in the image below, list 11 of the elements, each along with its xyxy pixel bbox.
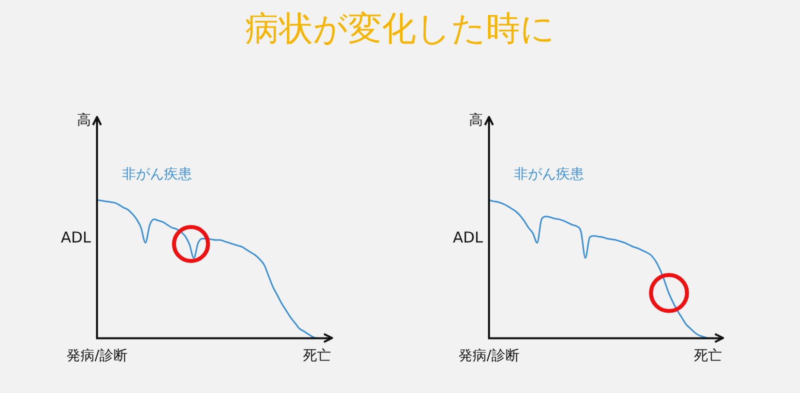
series-label: 非がん疾患 <box>122 166 192 183</box>
text: 高 <box>77 112 91 129</box>
y-axis-title: ADL <box>60 228 92 247</box>
x-tick-label: 死亡 <box>303 348 331 364</box>
text: 病状が変化した時に <box>244 8 556 51</box>
text: 高 <box>469 112 483 129</box>
series-label: 非がん疾患 <box>514 166 584 183</box>
y-axis-title: ADL <box>452 228 484 247</box>
x-tick-label: 発病/診断 <box>66 348 128 364</box>
x-tick-label: 発病/診断 <box>458 348 520 364</box>
x-tick-label: 死亡 <box>694 348 722 364</box>
